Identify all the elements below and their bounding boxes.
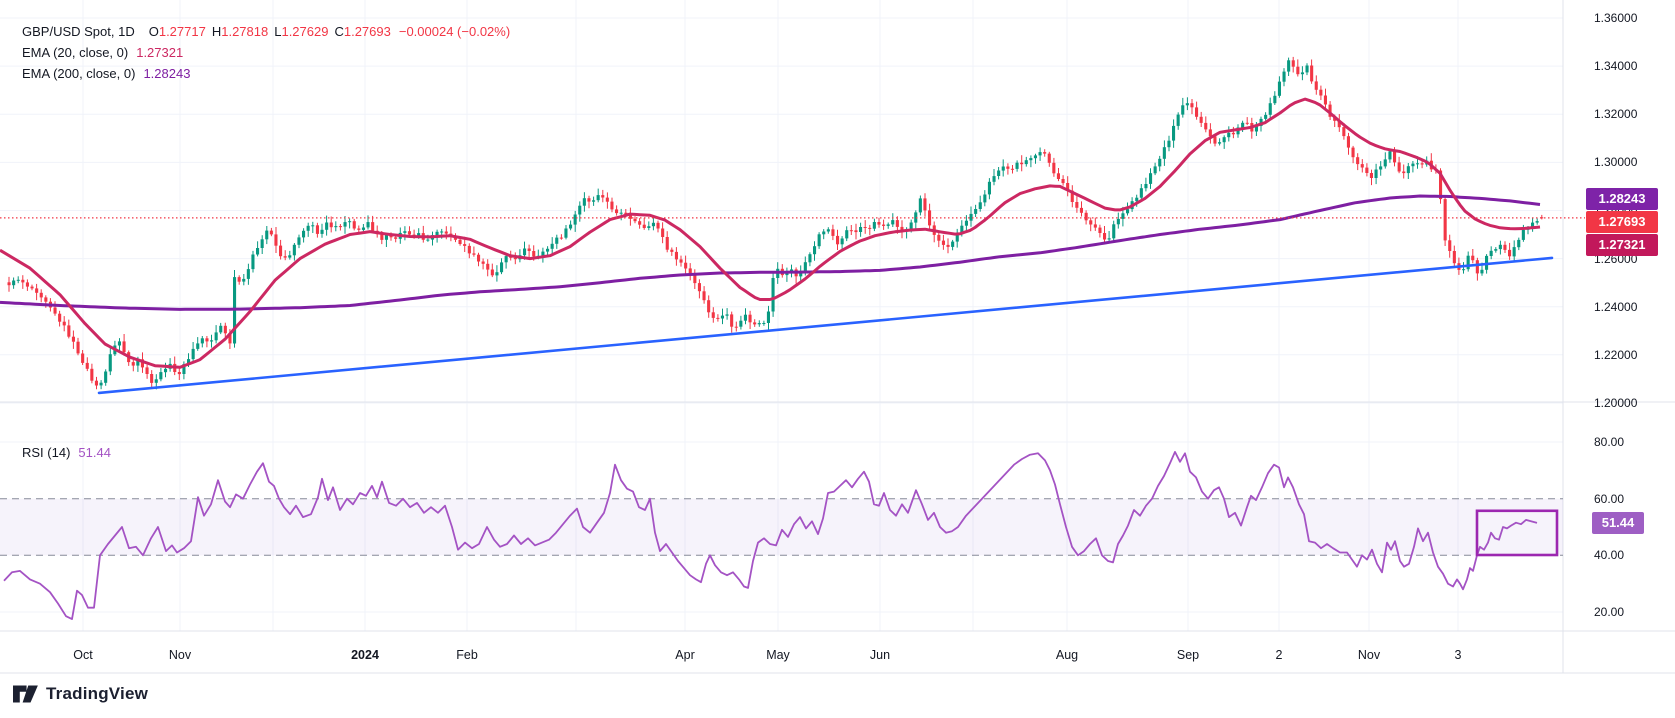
ema200-label: EMA (200, close, 0) <box>22 66 136 81</box>
rsi-axis-tick: 40.00 <box>1594 548 1625 563</box>
tradingview-logo[interactable]: TradingView <box>13 684 148 704</box>
ema20-label: EMA (20, close, 0) <box>22 45 129 60</box>
time-axis-tick: 2 <box>1275 648 1283 662</box>
ema20-price-badge: 1.27321 <box>1586 234 1658 256</box>
rsi-value: 51.44 <box>78 445 111 460</box>
ema200-price-badge: 1.28243 <box>1586 188 1658 210</box>
time-axis-tick: Feb <box>456 648 478 662</box>
time-axis-tick: May <box>766 648 790 662</box>
symbol-title[interactable]: GBP/USD Spot, 1D <box>22 24 135 39</box>
time-axis-tick: Sep <box>1176 648 1200 662</box>
legend-pane: GBP/USD Spot, 1D O1.27717 H1.27818 L1.27629… <box>22 21 510 84</box>
time-axis-tick: Jun <box>869 648 891 662</box>
ohlc-close-label: C <box>334 24 344 39</box>
legend-row-symbol: GBP/USD Spot, 1D O1.27717 H1.27818 L1.27629… <box>22 21 510 42</box>
time-axis-tick: 2024 <box>351 648 379 662</box>
change-value: −0.00024 (−0.02%) <box>398 24 511 39</box>
tradingview-logo-icon <box>13 685 38 703</box>
time-axis-tick: Nov <box>1357 648 1381 662</box>
price-axis-tick: 1.36000 <box>1594 10 1638 25</box>
ema20-value: 1.27321 <box>136 45 184 60</box>
rsi-value-badge: 51.44 <box>1592 512 1644 534</box>
time-axis-tick: Apr <box>675 648 695 662</box>
ohlc-low-value: 1.27629 <box>281 24 329 39</box>
ohlc-high-label: H <box>211 24 222 39</box>
time-axis-tick: 3 <box>1454 648 1462 662</box>
price-axis-tick: 1.30000 <box>1594 155 1638 170</box>
ohlc-open-value: 1.27717 <box>158 24 206 39</box>
ohlc-high-value: 1.27818 <box>221 24 269 39</box>
price-axis-tick: 1.32000 <box>1594 107 1638 122</box>
ema200-value: 1.28243 <box>143 66 191 81</box>
last-price-badge: 1.27693 <box>1586 211 1658 233</box>
rsi-axis-tick: 20.00 <box>1594 604 1625 619</box>
rsi-axis-tick: 60.00 <box>1594 491 1625 506</box>
ohlc-close-value: 1.27693 <box>343 24 391 39</box>
tradingview-logo-text: TradingView <box>46 684 149 703</box>
legend-row-ema200[interactable]: EMA (200, close, 0) 1.28243 <box>22 63 510 84</box>
ohlc-low-label: L <box>274 24 282 39</box>
time-axis-tick: Oct <box>73 648 93 662</box>
price-axis-tick: 1.20000 <box>1594 395 1638 410</box>
rsi-label: RSI (14) <box>22 445 71 460</box>
legend-row-ema20[interactable]: EMA (20, close, 0) 1.27321 <box>22 42 510 63</box>
price-axis-tick: 1.22000 <box>1594 347 1638 362</box>
time-axis-tick: Aug <box>1055 648 1079 662</box>
rsi-axis-tick: 80.00 <box>1594 435 1625 449</box>
ohlc-open-label: O <box>148 24 159 39</box>
price-axis-tick: 1.24000 <box>1594 299 1638 314</box>
rsi-legend[interactable]: RSI (14) 51.44 <box>22 445 111 460</box>
price-axis-tick: 1.34000 <box>1594 59 1638 74</box>
time-axis-tick: Nov <box>168 648 192 662</box>
